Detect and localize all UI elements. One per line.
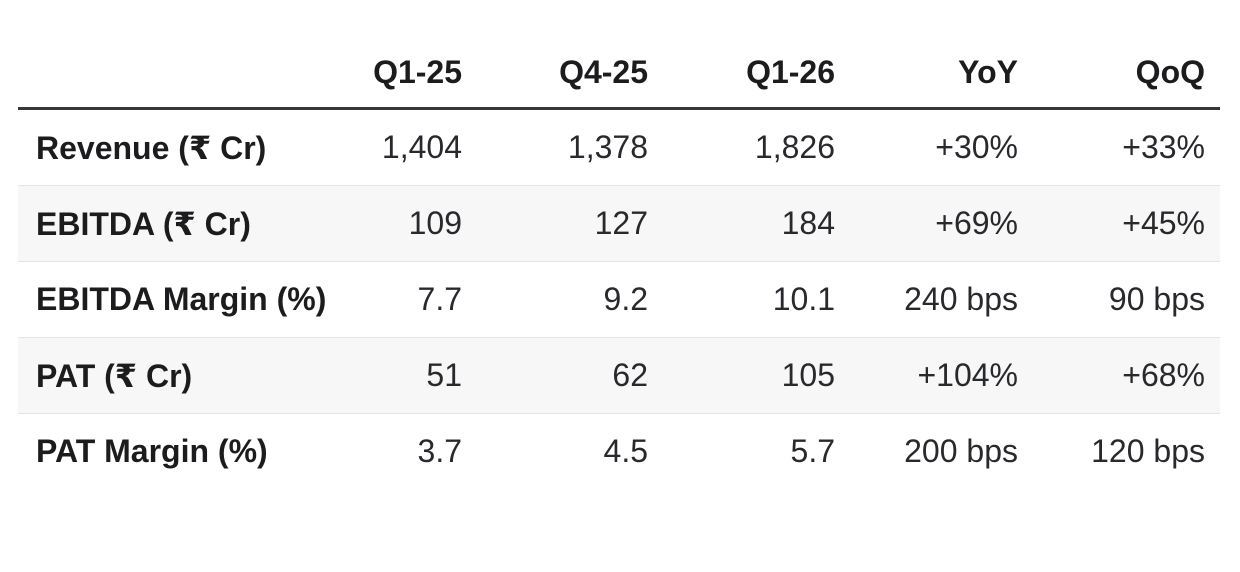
column-header-metric <box>18 38 298 110</box>
row-label: EBITDA Margin (%) <box>36 281 327 317</box>
cell-value: +104% <box>917 357 1018 393</box>
cell-value: 127 <box>594 205 648 241</box>
quarterly-results-table: Q1-25 Q4-25 Q1-26 YoY QoQ Revenue (₹ Cr)… <box>18 38 1220 489</box>
quarterly-results-page: Q1-25 Q4-25 Q1-26 YoY QoQ Revenue (₹ Cr)… <box>0 38 1240 572</box>
cell-value: 51 <box>426 357 462 393</box>
cell-value: 120 bps <box>1091 433 1205 469</box>
cell-value: +68% <box>1122 357 1205 393</box>
cell-value: 1,404 <box>381 129 462 165</box>
table-row-ebitda: EBITDA (₹ Cr) 109 127 184 +69% +45% <box>18 185 1220 262</box>
cell-value: 1,378 <box>567 129 648 165</box>
row-label: PAT (₹ Cr) <box>36 357 193 394</box>
column-header-q1-25: Q1-25 <box>298 38 462 110</box>
cell-value: +45% <box>1122 205 1205 241</box>
header-row: Q1-25 Q4-25 Q1-26 YoY QoQ <box>18 38 1220 110</box>
cell-value: 90 bps <box>1108 281 1205 317</box>
cell-value: +33% <box>1122 129 1205 165</box>
row-label: PAT Margin (%) <box>36 433 268 469</box>
cell-value: 105 <box>781 357 835 393</box>
cell-value: 7.7 <box>417 281 462 317</box>
cell-value: 3.7 <box>417 433 462 469</box>
cell-value: 200 bps <box>904 433 1018 469</box>
cell-value: 184 <box>781 205 835 241</box>
column-header-yoy: YoY <box>835 38 1018 110</box>
table-row-ebitda-margin: EBITDA Margin (%) 7.7 9.2 10.1 240 bps 9… <box>18 262 1220 338</box>
cell-value: 1,826 <box>754 129 835 165</box>
column-header-q4-25: Q4-25 <box>462 38 648 110</box>
table-row-pat: PAT (₹ Cr) 51 62 105 +104% +68% <box>18 337 1220 414</box>
row-label: Revenue (₹ Cr) <box>36 129 267 166</box>
table-row-revenue: Revenue (₹ Cr) 1,404 1,378 1,826 +30% +3… <box>18 109 1220 186</box>
column-header-qoq: QoQ <box>1018 38 1220 110</box>
cell-value: 240 bps <box>904 281 1018 317</box>
cell-value: +30% <box>935 129 1018 165</box>
cell-value: 109 <box>408 205 462 241</box>
column-header-q1-26: Q1-26 <box>648 38 835 110</box>
cell-value: 9.2 <box>603 281 648 317</box>
table-row-pat-margin: PAT Margin (%) 3.7 4.5 5.7 200 bps 120 b… <box>18 414 1220 490</box>
row-label: EBITDA (₹ Cr) <box>36 205 251 242</box>
cell-value: +69% <box>935 205 1018 241</box>
cell-value: 10.1 <box>772 281 835 317</box>
cell-value: 62 <box>612 357 648 393</box>
cell-value: 5.7 <box>790 433 835 469</box>
cell-value: 4.5 <box>603 433 648 469</box>
